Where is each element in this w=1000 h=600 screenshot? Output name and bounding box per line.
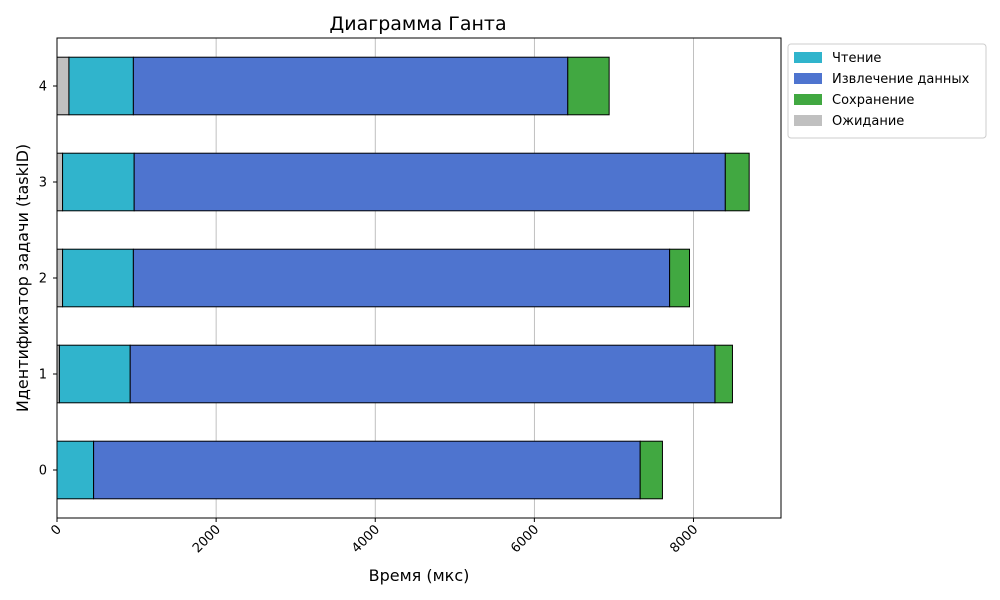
y-axis-title: Идентификатор задачи (taskID) — [13, 144, 32, 412]
bar-segment — [132, 248, 671, 308]
legend-swatch — [794, 73, 822, 84]
legend: Чтение Извлечение данных Сохранение Ожидани… — [787, 43, 987, 139]
bars — [56, 56, 750, 500]
y-tick-label: 3 — [39, 176, 47, 191]
bar-segment — [669, 248, 691, 308]
legend-label: Сохранение — [832, 93, 914, 108]
legend-box — [787, 43, 987, 139]
legend-swatch — [794, 94, 822, 105]
bar-segment — [129, 344, 716, 404]
bar-segment — [56, 248, 64, 308]
chart-title: Диаграмма Ганта — [329, 13, 506, 35]
y-tick-label: 2 — [39, 272, 47, 287]
bar-segment — [62, 152, 135, 212]
bar-segment — [132, 56, 569, 116]
bar-segment — [567, 56, 610, 116]
legend-swatch — [794, 52, 822, 63]
legend-label: Извлечение данных — [832, 72, 970, 87]
legend-label: Чтение — [832, 51, 881, 66]
y-tick-label: 1 — [39, 368, 47, 383]
legend-label: Ожидание — [832, 114, 904, 129]
bar-segment — [639, 440, 663, 500]
x-tick-label: 8000 — [667, 522, 701, 556]
x-axis-title: Время (мкс) — [369, 566, 470, 585]
bar-segment — [724, 152, 750, 212]
x-tick-label: 4000 — [349, 522, 383, 556]
bar-segment — [62, 248, 134, 308]
x-tick-label: 2000 — [190, 522, 224, 556]
bar-segment — [56, 440, 95, 500]
legend-swatch — [794, 115, 822, 126]
y-tick-label: 4 — [39, 80, 47, 95]
bar-segment — [56, 56, 70, 116]
bar-segment — [714, 344, 733, 404]
x-tick-label: 0 — [48, 522, 64, 538]
bar-segment — [58, 344, 131, 404]
bar-segment — [68, 56, 134, 116]
bar-segment — [93, 440, 641, 500]
x-tick-label: 6000 — [508, 522, 542, 556]
y-tick-label: 0 — [39, 464, 47, 479]
bar-segment — [56, 152, 64, 212]
bar-segment — [133, 152, 726, 212]
